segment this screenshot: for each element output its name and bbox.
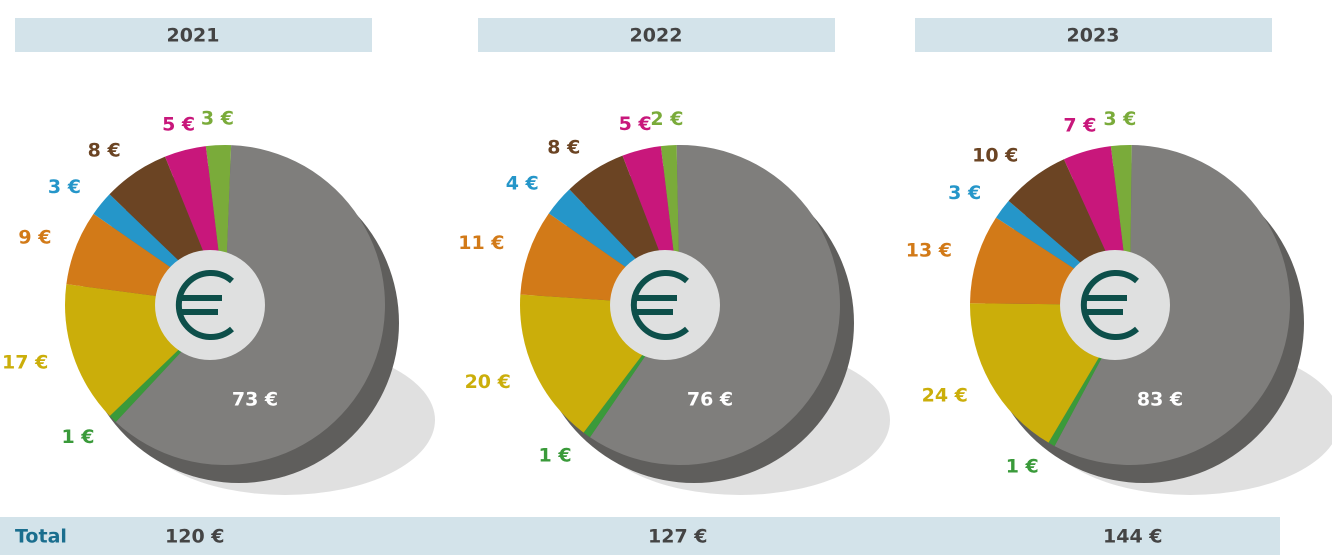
value-label: 24 € [922, 385, 968, 407]
value-label: 13 € [906, 240, 952, 262]
value-label: 8 € [547, 136, 580, 158]
chart-title: 2021 [167, 25, 220, 47]
center-hole [610, 250, 720, 360]
value-label: 10 € [972, 145, 1018, 167]
total-bar [0, 517, 1280, 555]
chart-title: 2023 [1067, 25, 1120, 47]
value-label: 73 € [232, 389, 278, 411]
value-label: 3 € [201, 108, 234, 130]
center-hole [155, 250, 265, 360]
total-label: Total [15, 526, 67, 548]
center-hole [1060, 250, 1170, 360]
value-label: 17 € [2, 352, 48, 374]
total-value: 144 € [1103, 526, 1163, 548]
value-label: 1 € [1006, 456, 1039, 478]
header-bar [478, 18, 835, 52]
pie-slice [1054, 145, 1291, 465]
euro-icon [630, 270, 689, 340]
chart-title: 2022 [630, 25, 683, 47]
value-label: 4 € [506, 172, 539, 194]
value-label: 11 € [458, 232, 504, 254]
value-label: 76 € [687, 389, 733, 411]
value-label: 7 € [1063, 114, 1096, 136]
value-label: 9 € [18, 227, 51, 249]
value-label: 8 € [88, 139, 121, 161]
value-label: 3 € [948, 182, 981, 204]
value-label: 5 € [162, 113, 195, 135]
header-bar [915, 18, 1272, 52]
total-value: 127 € [648, 526, 708, 548]
header-bar [15, 18, 372, 52]
value-label: 5 € [619, 113, 652, 135]
euro-icon [175, 270, 234, 340]
value-label: 3 € [1103, 108, 1136, 130]
total-value: 120 € [165, 526, 225, 548]
euro-icon [1080, 270, 1139, 340]
value-label: 1 € [539, 445, 572, 467]
value-label: 2 € [650, 108, 683, 130]
value-label: 83 € [1137, 389, 1183, 411]
value-label: 3 € [48, 176, 81, 198]
value-label: 1 € [61, 426, 94, 448]
value-label: 20 € [465, 371, 511, 393]
